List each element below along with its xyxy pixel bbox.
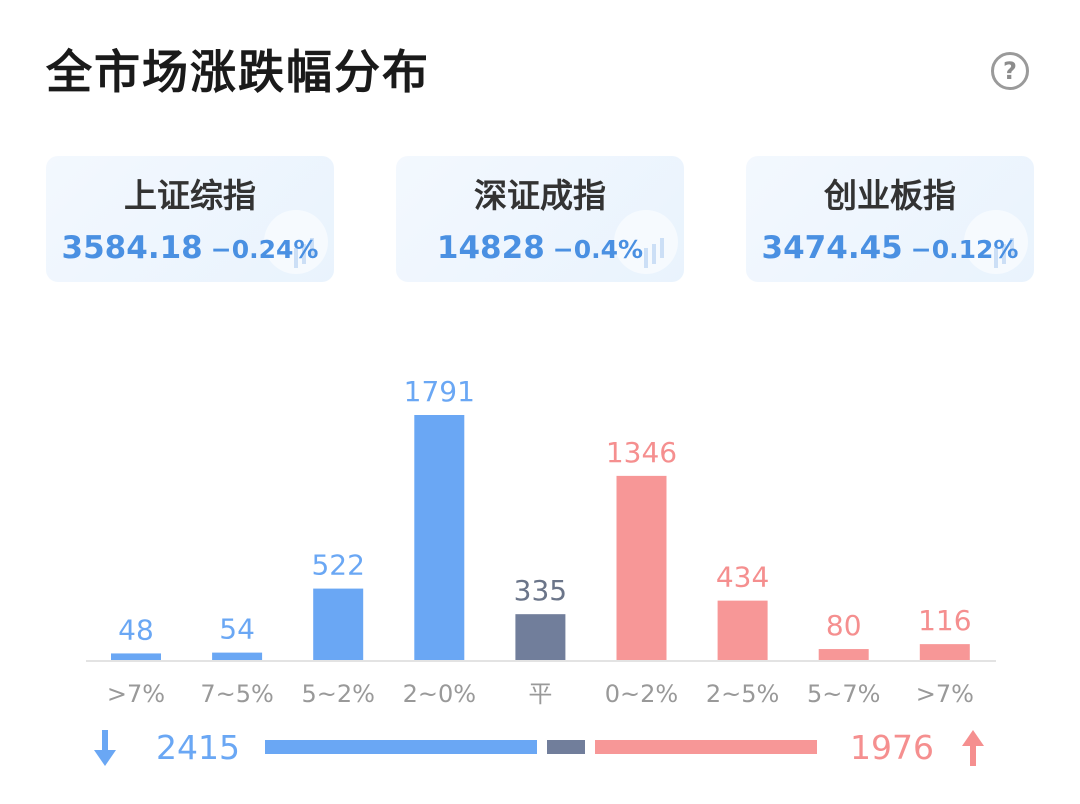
bar-value-label: 1346 xyxy=(606,436,677,469)
arrow-down-icon xyxy=(94,730,116,766)
index-value: 14828 xyxy=(436,230,545,266)
up-total: 1976 xyxy=(850,728,934,767)
flat-ratio-segment xyxy=(546,740,585,754)
help-icon[interactable]: ? xyxy=(991,52,1029,90)
index-card-shenzhen[interactable]: 深证成指 14828 −0.4% xyxy=(396,156,684,282)
bar-value-label: 335 xyxy=(514,574,567,607)
x-tick-label: 7~5% xyxy=(200,680,273,708)
up-ratio-segment xyxy=(594,740,817,754)
x-tick-label: 2~5% xyxy=(706,680,779,708)
bar-up-7 xyxy=(818,649,869,660)
up-down-summary: 2415 1976 xyxy=(0,724,1080,772)
index-change: −0.12% xyxy=(910,235,1019,264)
index-card-shanghai[interactable]: 上证综指 3584.18 −0.24% xyxy=(46,156,334,282)
index-change: −0.24% xyxy=(210,235,319,264)
distribution-bar-chart: 48 >7% 54 7~5% 522 5~2% 1791 2~0% 335 平 1346 0~2% 43… xyxy=(86,375,996,708)
x-tick-label: >7% xyxy=(107,680,165,708)
bar-value-label: 522 xyxy=(311,549,364,582)
chart-watermark-icon xyxy=(614,210,678,274)
x-tick-label: >7% xyxy=(916,680,974,708)
bar-down-2 xyxy=(313,588,364,660)
bar-value-label: 1791 xyxy=(404,375,475,408)
index-cards: 上证综指 3584.18 −0.24% 深证成指 14828 −0.4% 创业板指 … xyxy=(46,156,1034,282)
index-name: 创业板指 xyxy=(824,176,956,215)
bar-down-1 xyxy=(212,652,263,660)
x-tick-label: 0~2% xyxy=(605,680,678,708)
down-total: 2415 xyxy=(156,728,240,767)
index-value: 3584.18 xyxy=(61,230,203,266)
x-tick-label: 5~7% xyxy=(807,680,880,708)
bar-value-label: 54 xyxy=(219,613,255,646)
index-change: −0.4% xyxy=(552,235,644,264)
index-name: 深证成指 xyxy=(474,176,606,215)
bar-value-label: 80 xyxy=(826,609,862,642)
chart-watermark-icon xyxy=(964,210,1028,274)
bar-value-label: 48 xyxy=(118,613,154,646)
bar-down-0 xyxy=(111,653,161,660)
bar-flat-4 xyxy=(515,614,566,660)
x-tick-label: 2~0% xyxy=(403,680,476,708)
arrow-up-icon xyxy=(962,730,984,766)
down-ratio-segment xyxy=(265,740,537,754)
bar-down-3 xyxy=(414,415,465,660)
x-tick-label: 平 xyxy=(528,680,552,708)
index-card-chinext[interactable]: 创业板指 3474.45 −0.12% xyxy=(746,156,1034,282)
bar-value-label: 116 xyxy=(918,604,971,637)
index-value: 3474.45 xyxy=(761,230,903,266)
bar-value-label: 434 xyxy=(716,561,769,594)
page-title: 全市场涨跌幅分布 xyxy=(46,45,430,99)
x-tick-label: 5~2% xyxy=(301,680,374,708)
bar-up-5 xyxy=(616,475,667,660)
bar-up-8 xyxy=(919,644,970,660)
bar-up-6 xyxy=(717,600,768,660)
chart-watermark-icon xyxy=(264,210,328,274)
index-name: 上证综指 xyxy=(124,176,256,215)
